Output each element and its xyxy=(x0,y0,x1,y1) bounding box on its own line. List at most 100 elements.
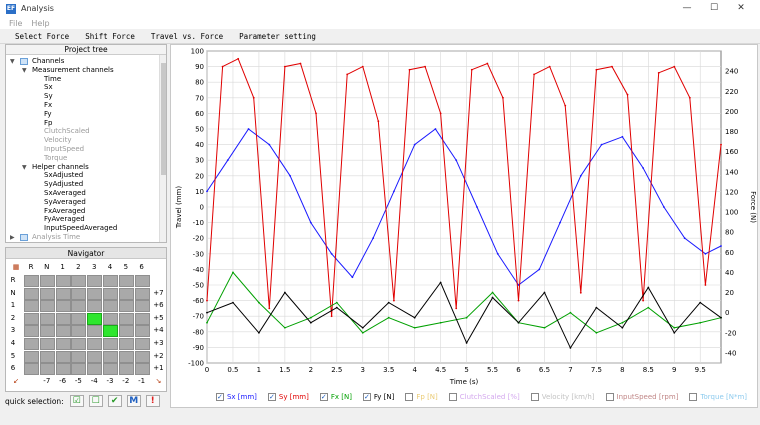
parameter-setting-button[interactable]: Parameter setting xyxy=(239,31,316,41)
check-button[interactable]: ✔ xyxy=(107,395,122,407)
navigator-cell[interactable] xyxy=(71,338,87,350)
navigator-cell[interactable] xyxy=(118,312,134,325)
navigator-cell[interactable] xyxy=(134,312,150,325)
navigator-cell[interactable] xyxy=(24,287,39,300)
navigator-cell[interactable] xyxy=(39,325,55,338)
tree-scrollbar[interactable] xyxy=(159,55,166,242)
navigator-cell[interactable] xyxy=(87,287,103,300)
checkbox-icon[interactable] xyxy=(448,393,457,401)
tree-item-fy[interactable]: Fy xyxy=(44,109,52,118)
select-all-button[interactable]: ☑ xyxy=(69,395,84,407)
navigator-cell[interactable] xyxy=(71,350,87,363)
tree-item-syaveraged[interactable]: SyAveraged xyxy=(44,197,86,206)
navigator-cell[interactable] xyxy=(39,300,55,313)
tree-item-torque[interactable]: Torque xyxy=(44,153,68,162)
navigator-cell[interactable] xyxy=(118,338,134,350)
diagonal-arrow-icon[interactable]: ↙ xyxy=(13,376,19,385)
navigator-cell[interactable] xyxy=(39,363,55,376)
navigator-cell[interactable] xyxy=(103,363,118,376)
minimize-button[interactable]: — xyxy=(682,3,692,13)
grid-icon[interactable]: ▦ xyxy=(12,263,20,271)
tree-item-fp[interactable]: Fp xyxy=(44,118,53,127)
navigator-cell[interactable] xyxy=(39,312,55,325)
tree-item-fx[interactable]: Fx xyxy=(44,101,53,109)
navigator-cell[interactable] xyxy=(134,363,150,376)
checkbox-checked-icon[interactable]: ✓ xyxy=(215,393,224,401)
navigator-cell[interactable] xyxy=(134,325,150,338)
navigator-cell[interactable] xyxy=(55,338,71,350)
tree-expander-icon[interactable]: ▼ xyxy=(22,163,27,171)
tree-item-measurement-channels[interactable]: Measurement channels xyxy=(32,65,114,74)
shift-force-button[interactable]: Shift Force xyxy=(85,31,135,41)
navigator-cell[interactable] xyxy=(103,287,118,300)
navigator-cell[interactable] xyxy=(87,338,103,350)
navigator-cell[interactable] xyxy=(118,325,134,338)
tree-scrollbar-thumb[interactable] xyxy=(161,63,166,175)
checkbox-icon[interactable] xyxy=(689,393,698,401)
tree-item-clutchscaled[interactable]: ClutchScaled xyxy=(44,127,90,136)
legend-item[interactable]: Velocity [km/h] xyxy=(530,393,595,401)
navigator-cell[interactable] xyxy=(87,363,103,376)
travel-vs-force-button[interactable]: Travel vs. Force xyxy=(150,31,224,41)
navigator-cell[interactable] xyxy=(118,350,134,363)
tree-item-time[interactable]: Time xyxy=(44,74,62,83)
navigator-cell[interactable] xyxy=(55,275,71,287)
navigator-cell[interactable] xyxy=(103,300,118,313)
navigator-cell[interactable] xyxy=(39,338,55,350)
legend-item[interactable]: ✓ Fy [N] xyxy=(362,393,394,401)
tree-item-inputspeedaveraged[interactable]: InputSpeedAveraged xyxy=(44,224,118,233)
navigator-cell[interactable] xyxy=(103,312,118,325)
tree-item-sx[interactable]: Sx xyxy=(44,83,53,92)
navigator-cell[interactable] xyxy=(118,287,134,300)
navigator-cell[interactable] xyxy=(118,300,134,313)
tree-item-syadjusted[interactable]: SyAdjusted xyxy=(44,180,84,189)
navigator-cell[interactable] xyxy=(24,350,39,363)
navigator-cell[interactable] xyxy=(24,363,39,376)
navigator-cell[interactable] xyxy=(55,300,71,313)
tree-item-channels[interactable]: Channels xyxy=(32,57,65,65)
navigator-cell[interactable] xyxy=(87,300,103,313)
legend-item[interactable]: ✓ Fx [N] xyxy=(319,393,352,401)
tree-item-inputspeed[interactable]: InputSpeed xyxy=(44,145,85,153)
tree-expander-icon[interactable]: ▶ xyxy=(10,234,15,241)
checkbox-icon[interactable] xyxy=(405,393,414,401)
navigator-cell[interactable] xyxy=(71,275,87,287)
tree-item-helper-channels[interactable]: Helper channels xyxy=(32,162,89,171)
checkbox-checked-icon[interactable]: ✓ xyxy=(267,393,276,401)
legend-item[interactable]: InputSpeed [rpm] xyxy=(605,393,678,401)
legend-item[interactable]: Fp [N] xyxy=(405,393,438,401)
legend-item[interactable]: ✓ Sx [mm] xyxy=(215,393,257,401)
legend-item[interactable]: ClutchScaled [%] xyxy=(448,393,520,401)
navigator-cell[interactable] xyxy=(87,275,103,287)
tree-item-sxaveraged[interactable]: SxAveraged xyxy=(44,189,86,197)
navigator-cell[interactable] xyxy=(71,287,87,300)
navigator-cell[interactable] xyxy=(24,275,39,287)
checkbox-checked-icon[interactable]: ✓ xyxy=(362,393,371,401)
navigator-cell[interactable] xyxy=(71,325,87,338)
legend-item[interactable]: Torque [N*m] xyxy=(689,393,747,401)
navigator-cell[interactable] xyxy=(118,363,134,376)
navigator-cell[interactable] xyxy=(87,325,103,338)
checkbox-icon[interactable] xyxy=(605,393,614,401)
navigator-cell[interactable] xyxy=(103,338,118,350)
navigator-cell[interactable] xyxy=(55,350,71,363)
manual-button[interactable]: M xyxy=(126,395,141,407)
legend-item[interactable]: ✓ Sy [mm] xyxy=(267,393,309,401)
checkbox-icon[interactable] xyxy=(530,393,539,401)
navigator-cell[interactable] xyxy=(24,338,39,350)
navigator-cell[interactable] xyxy=(134,287,150,300)
navigator-cell[interactable] xyxy=(103,275,118,287)
navigator-cell[interactable] xyxy=(87,312,103,325)
navigator-cell[interactable] xyxy=(24,300,39,313)
navigator-cell[interactable] xyxy=(103,325,118,338)
select-none-button[interactable]: ☐ xyxy=(88,395,103,407)
navigator-cell[interactable] xyxy=(134,350,150,363)
navigator-cell[interactable] xyxy=(24,312,39,325)
navigator-cell[interactable] xyxy=(134,275,150,287)
menu-file[interactable]: File xyxy=(9,18,23,28)
navigator-cell[interactable] xyxy=(55,325,71,338)
tree-expander-icon[interactable]: ▼ xyxy=(22,66,27,74)
tree-item-fxaveraged[interactable]: FxAveraged xyxy=(44,206,86,215)
warning-button[interactable]: ! xyxy=(145,395,160,407)
tree-expander-icon[interactable]: ▼ xyxy=(10,58,15,65)
